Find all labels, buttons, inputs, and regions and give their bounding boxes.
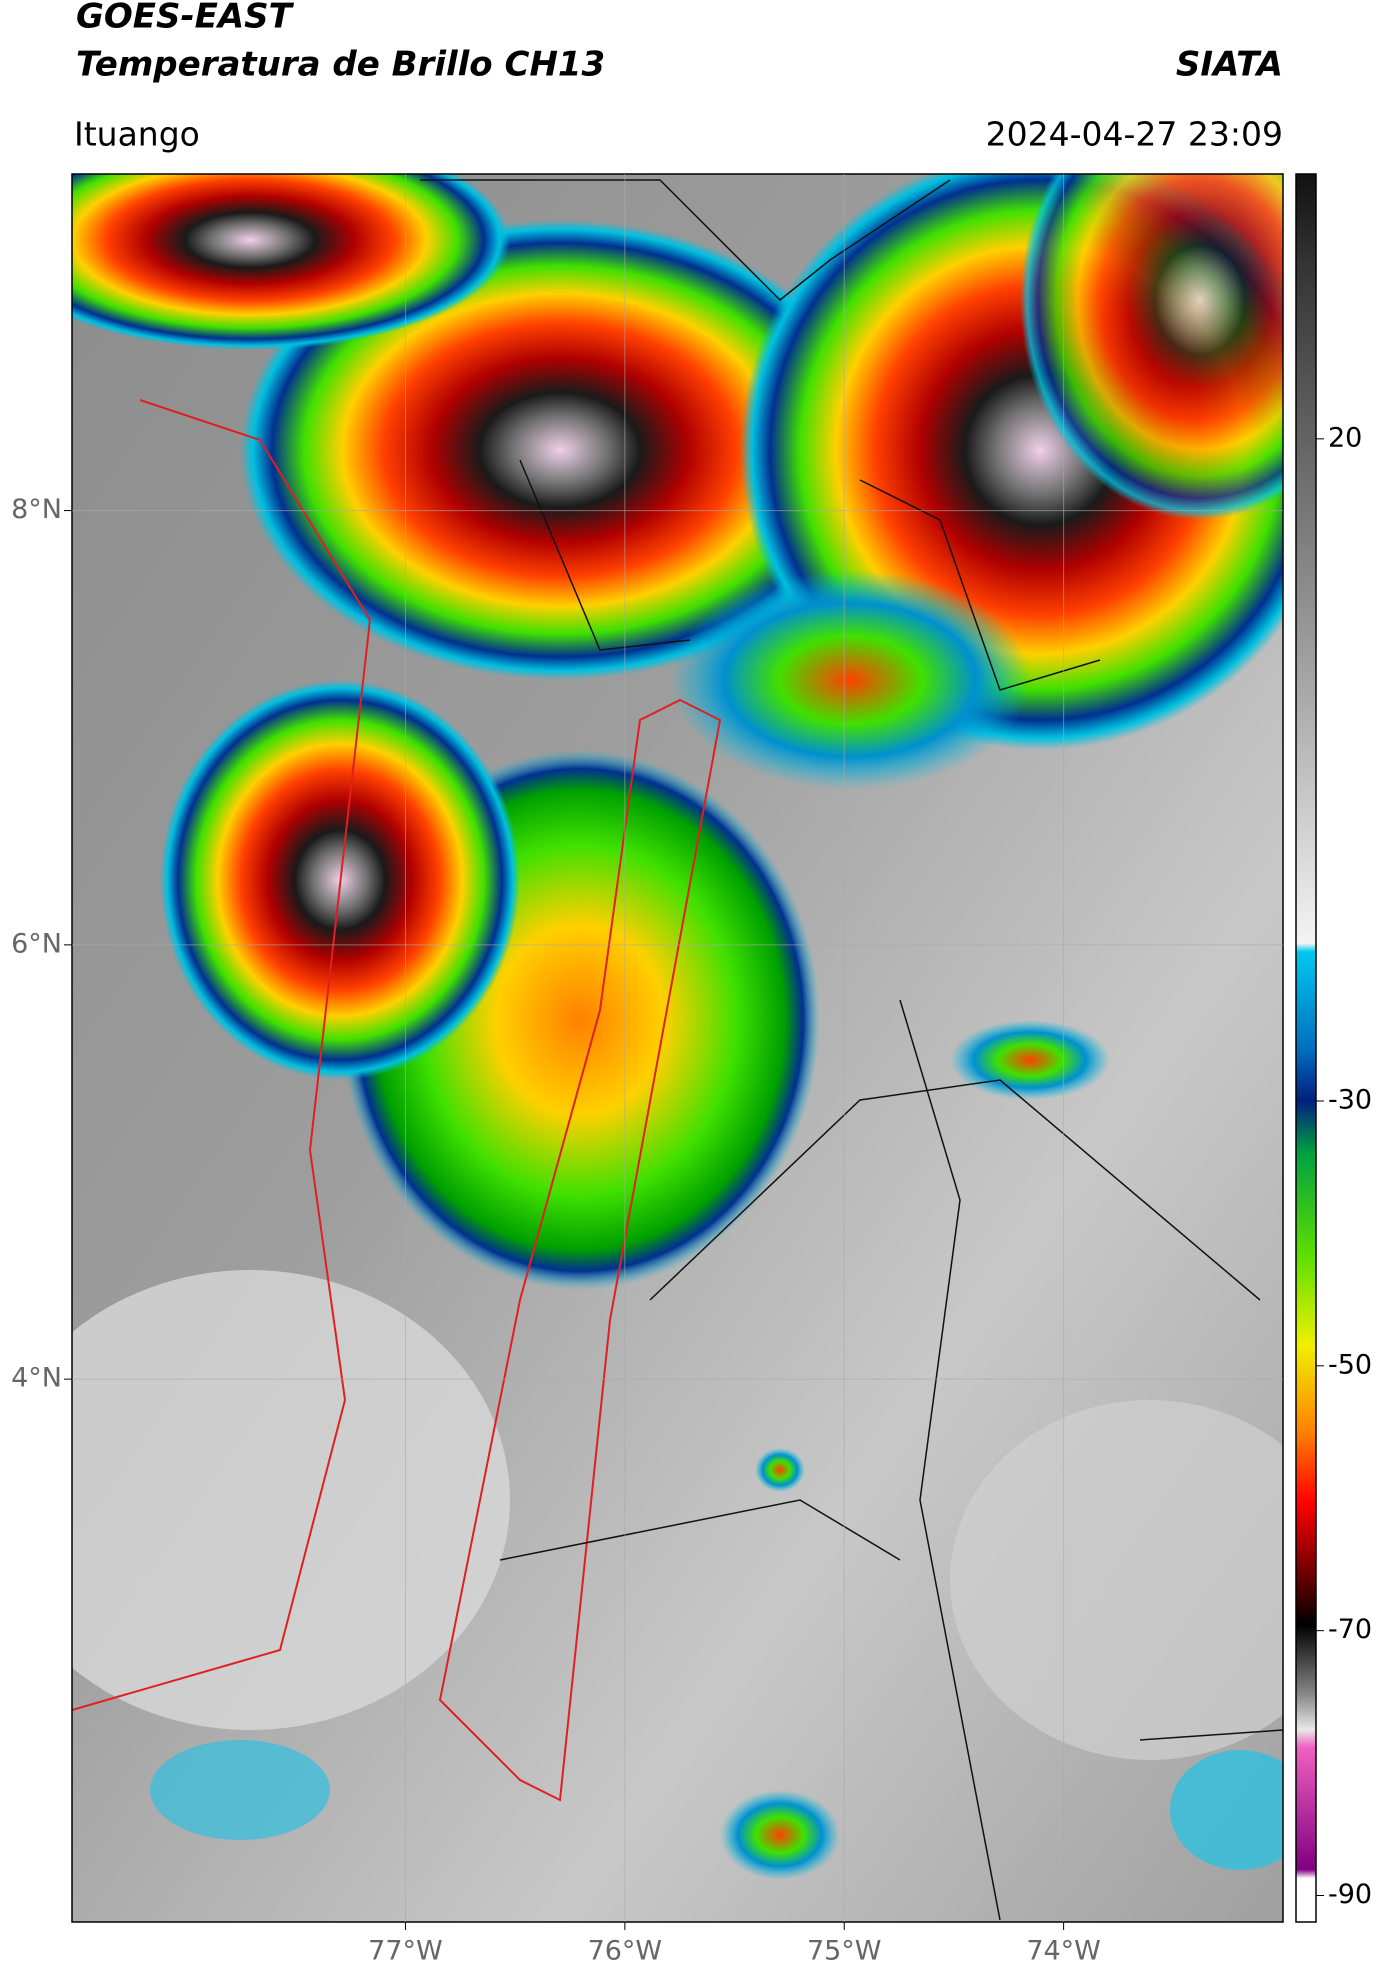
- x-tick-label: 77°W: [368, 1936, 443, 1967]
- datetime: 2024-04-27 23:09: [986, 115, 1283, 154]
- title: GOES-EAST: [76, 0, 295, 37]
- colorbar-tick-label: -30: [1328, 1084, 1372, 1115]
- colorbar-tick-label: -90: [1328, 1879, 1372, 1910]
- y-tick-label: 8°N: [11, 494, 62, 525]
- location: Ituango: [74, 115, 200, 154]
- map-frame: [71, 173, 1284, 1923]
- x-tick-label: 74°W: [1026, 1936, 1101, 1967]
- x-tick-label: 75°W: [807, 1936, 882, 1967]
- colorbar-tick-label: -50: [1328, 1349, 1372, 1380]
- colorbar-tick-label: 20: [1328, 422, 1362, 453]
- colorbar: [1295, 173, 1317, 1923]
- y-tick-label: 6°N: [11, 928, 62, 959]
- organization: SIATA: [1176, 45, 1283, 85]
- colorbar-tick-label: -70: [1328, 1614, 1372, 1645]
- subtitle: Temperatura de Brillo CH13: [76, 45, 605, 85]
- x-tick-label: 76°W: [588, 1936, 663, 1967]
- satellite-image: [72, 174, 1283, 1922]
- y-tick-label: 4°N: [11, 1363, 62, 1394]
